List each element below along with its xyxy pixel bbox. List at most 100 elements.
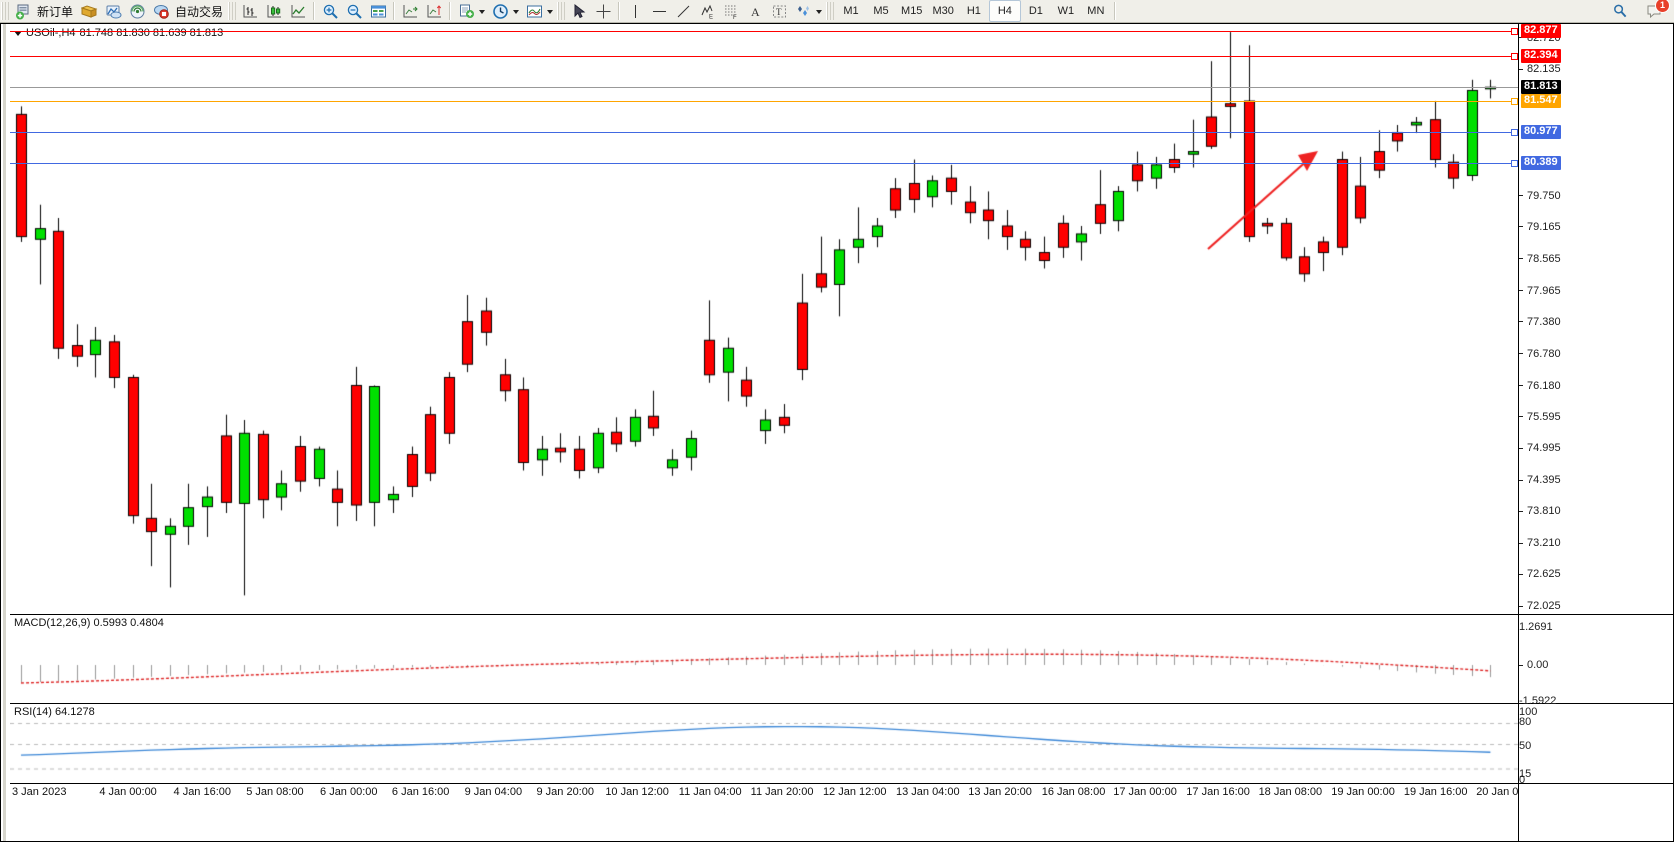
toolbar-grip-4[interactable] (826, 2, 835, 20)
price-tick: 77.380 (1519, 316, 1561, 328)
time-axis-label: 12 Jan 12:00 (822, 786, 887, 798)
price-tick: 73.810 (1519, 505, 1561, 517)
timeframe-m5[interactable]: M5 (873, 5, 889, 17)
rsi-plot-area[interactable] (10, 704, 1518, 783)
candlestick-chart-icon[interactable] (262, 1, 286, 21)
chat-bubble-icon[interactable]: 1 (1642, 0, 1670, 21)
price-level-line[interactable] (10, 131, 1518, 133)
folder-icon[interactable] (77, 1, 101, 21)
price-tick: 72.025 (1519, 600, 1561, 612)
price-tick: 76.180 (1519, 380, 1561, 392)
crosshair-icon[interactable] (591, 1, 615, 21)
line-chart-icon[interactable] (286, 1, 310, 21)
toolbar-grip[interactable] (1, 2, 9, 20)
vertical-line-icon[interactable] (623, 1, 647, 21)
toolbar-grip-2[interactable] (228, 2, 237, 20)
price-plot-area[interactable] (10, 24, 1518, 614)
toolbar-separator (313, 2, 316, 20)
rsi-canvas (10, 704, 1518, 783)
time-axis-label: 11 Jan 20:00 (750, 786, 814, 798)
publish-icon[interactable] (101, 1, 125, 21)
zoom-out-icon[interactable] (342, 1, 366, 21)
price-level-tag[interactable]: 82.877 (1521, 23, 1561, 38)
time-axis-label: 10 Jan 12:00 (605, 786, 669, 798)
timeframe-h4[interactable]: H4 (988, 0, 1021, 22)
indicators-dropdown-caret[interactable] (479, 10, 486, 14)
price-level-handle[interactable] (1511, 159, 1518, 167)
time-axis-label: 11 Jan 04:00 (678, 786, 742, 798)
macd-canvas (10, 615, 1518, 703)
toolbar-separator-2 (393, 2, 396, 20)
templates-icon[interactable] (522, 1, 546, 21)
price-level-handle[interactable] (1511, 27, 1518, 35)
search-icon[interactable] (1608, 1, 1632, 21)
rsi-tick: 0 (1519, 774, 1526, 786)
signals-icon[interactable] (125, 1, 149, 21)
price-level-line[interactable] (10, 162, 1518, 164)
price-level-handle[interactable] (1511, 53, 1518, 61)
price-axis[interactable]: 82.720 82.135 79.750 79.165 78.565 77.965 77.3… (1518, 23, 1673, 614)
horizontal-line-icon[interactable] (647, 1, 671, 21)
period-dropdown-caret[interactable] (513, 10, 520, 14)
price-level-handle[interactable] (1511, 128, 1518, 136)
timeframe-d1[interactable]: D1 (1028, 5, 1043, 17)
timeframe-m30[interactable]: M30 (932, 5, 954, 17)
shapes-icon[interactable] (791, 1, 815, 21)
bar-chart-icon[interactable] (238, 1, 262, 21)
fibonacci-icon[interactable]: F (719, 1, 743, 21)
indicators-icon[interactable] (454, 1, 478, 21)
rsi-tick: 100 (1519, 706, 1538, 718)
price-level-tag[interactable]: 80.389 (1521, 155, 1561, 170)
price-level-line[interactable] (10, 101, 1518, 103)
price-level-handle[interactable] (1511, 98, 1518, 106)
toolbar-separator-5 (1113, 2, 1116, 20)
price-level-line[interactable] (10, 56, 1518, 58)
time-axis-label: 17 Jan 16:00 (1186, 786, 1250, 798)
timeframe-mn[interactable]: MN (1087, 5, 1105, 17)
chart-shift-icon[interactable] (398, 1, 422, 21)
chart-vertical-scrollbar[interactable] (1, 24, 9, 841)
price-tick: 79.750 (1519, 190, 1561, 202)
trendline-icon[interactable] (671, 1, 695, 21)
macd-plot-area[interactable] (10, 615, 1518, 703)
macd-axis: 1.2691 0.00 -1.5922 (1518, 615, 1673, 707)
period-icon[interactable] (488, 1, 512, 21)
time-axis-label: 9 Jan 20:00 (536, 786, 594, 798)
toolbar-grip-3[interactable] (557, 2, 566, 20)
timeframe-m1[interactable]: M1 (843, 5, 859, 17)
timeframe-m15[interactable]: M15 (901, 5, 923, 17)
chart-panes: USOil-,H4 81.748 81.830 81.639 81.813 82… (10, 23, 1673, 842)
time-axis-label: 4 Jan 16:00 (173, 786, 232, 798)
price-level-tag[interactable]: 82.394 (1521, 49, 1561, 64)
time-axis-label: 3 Jan 2023 (12, 786, 67, 798)
elliott-wave-icon[interactable]: E (695, 1, 719, 21)
time-axis-label: 20 Jan 08:00 (1476, 786, 1518, 798)
autotrading-label[interactable]: 自动交易 (175, 4, 224, 19)
timeframe-w1[interactable]: W1 (1057, 5, 1075, 17)
price-level-tag[interactable]: 81.813 (1521, 80, 1561, 95)
candlestick-canvas[interactable] (10, 24, 1518, 614)
text-label-icon[interactable]: T (767, 1, 791, 21)
price-tick: 72.625 (1519, 568, 1561, 580)
time-axis-label: 19 Jan 00:00 (1331, 786, 1395, 798)
price-level-line[interactable] (10, 30, 1518, 32)
price-level-tag[interactable]: 81.547 (1521, 94, 1561, 109)
price-level-line[interactable] (10, 87, 1518, 89)
macd-pane: MACD(12,26,9) 0.5993 0.4804 1.26910.00-1… (10, 615, 1673, 707)
autotrading-icon[interactable] (149, 1, 173, 21)
new-order-label[interactable]: 新订单 (37, 4, 74, 19)
timeframe-h1[interactable]: H1 (966, 5, 981, 17)
price-tick: 82.135 (1519, 63, 1561, 75)
shapes-dropdown-caret[interactable] (816, 10, 823, 14)
templates-dropdown-caret[interactable] (547, 10, 554, 14)
text-icon[interactable]: A (743, 1, 767, 21)
price-pane: USOil-,H4 81.748 81.830 81.639 81.813 82… (10, 23, 1673, 615)
cursor-icon[interactable] (567, 1, 591, 21)
time-axis-area[interactable]: 3 Jan 2023 4 Jan 00:00 4 Jan 16:00 5 Jan 08… (10, 784, 1518, 804)
new-order-icon[interactable] (11, 1, 35, 21)
price-level-tag[interactable]: 80.977 (1521, 124, 1561, 139)
zoom-in-icon[interactable] (318, 1, 342, 21)
data-window-icon[interactable] (366, 1, 390, 21)
auto-scroll-icon[interactable] (422, 1, 446, 21)
